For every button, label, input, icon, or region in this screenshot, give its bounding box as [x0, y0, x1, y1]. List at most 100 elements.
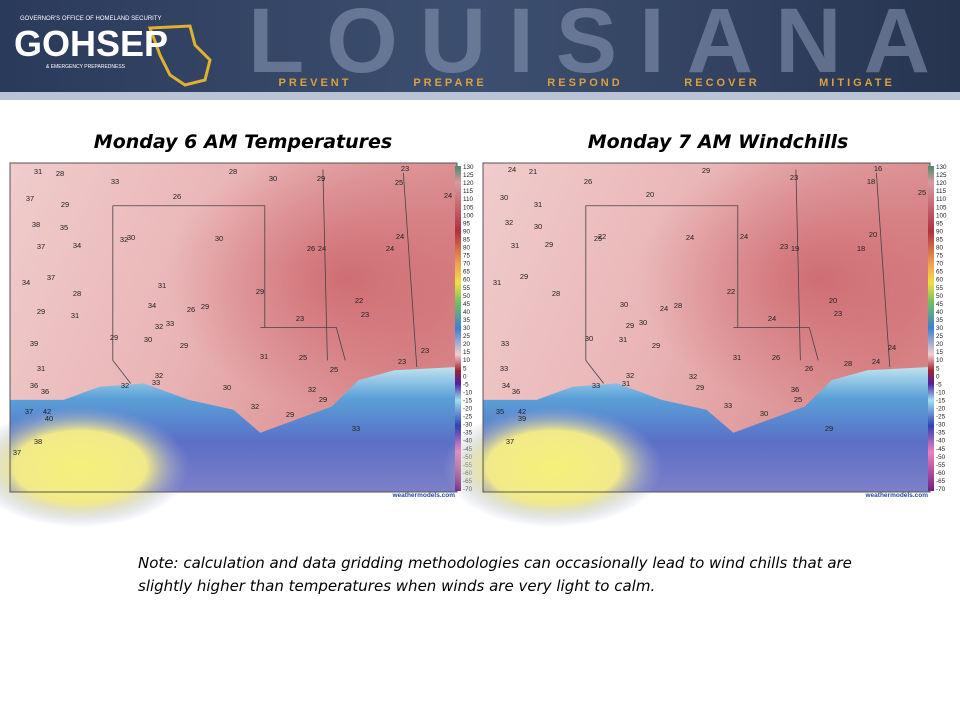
station-value: 34	[22, 278, 30, 287]
banner	[0, 0, 960, 92]
station-value: 23	[361, 310, 369, 319]
station-value: 29	[825, 424, 833, 433]
station-value: 21	[529, 167, 537, 176]
colorbar-label: 35	[936, 317, 944, 324]
station-value: 33	[111, 177, 119, 186]
station-value: 23	[780, 242, 788, 251]
colorbar-label: -60	[936, 470, 946, 477]
station-value: 30	[223, 383, 231, 392]
colorbar-label: 55	[936, 285, 944, 292]
station-value: 33	[501, 339, 509, 348]
motto: RECOVER	[684, 77, 759, 89]
colorbar-label: -5	[936, 381, 942, 388]
station-value: 28	[73, 289, 81, 298]
colorbar-label: 55	[463, 285, 471, 292]
state-border	[585, 169, 891, 384]
station-value: 31	[37, 364, 45, 373]
station-value: 35	[496, 407, 504, 416]
station-value: 29	[256, 287, 264, 296]
colorbar-label: 45	[463, 301, 471, 308]
station-value: 33	[724, 401, 732, 410]
colorbar-label: -5	[463, 381, 469, 388]
station-value: 32	[308, 385, 316, 394]
colorbar-label: 95	[936, 220, 944, 227]
colorbar-label: 40	[463, 309, 471, 316]
station-value: 33	[166, 319, 174, 328]
station-value: 30	[144, 335, 152, 344]
colorbar-label: -45	[936, 446, 946, 453]
colorbar-label: 110	[936, 196, 947, 203]
station-value: 24	[888, 343, 896, 352]
station-value: 37	[506, 437, 514, 446]
colorbar-label: 120	[463, 180, 474, 187]
colorbar-label: 40	[936, 309, 944, 316]
station-value: 32	[689, 372, 697, 381]
state-outline	[147, 24, 212, 87]
station-value: 32	[626, 371, 634, 380]
station-value: 29	[545, 240, 553, 249]
station-value: 28	[229, 167, 237, 176]
station-value: 31	[493, 278, 501, 287]
colorbar-label: 105	[463, 204, 474, 211]
colorbar-label: 100	[463, 212, 474, 219]
station-value: 24	[386, 244, 394, 253]
colorbar-label: 65	[936, 269, 944, 276]
station-value: 24	[768, 314, 776, 323]
state-border	[112, 169, 418, 384]
banner-strip	[0, 92, 960, 100]
station-value: 24	[396, 232, 404, 241]
station-value: 28	[552, 289, 560, 298]
station-value: 26	[187, 305, 195, 314]
station-value: 31	[619, 335, 627, 344]
panel-title: Monday 7 AM Windchills	[588, 131, 849, 153]
station-value: 29	[702, 166, 710, 175]
colorbar-label: 60	[936, 277, 944, 284]
station-value: 20	[646, 190, 654, 199]
station-value: 25	[330, 365, 338, 374]
logo: GOHSEP	[14, 23, 168, 64]
station-value: 36	[791, 385, 799, 394]
station-value: 23	[296, 314, 304, 323]
station-value: 31	[622, 379, 630, 388]
station-value: 31	[733, 353, 741, 362]
station-value: 35	[60, 223, 68, 232]
station-value: 30	[639, 318, 647, 327]
station-value: 32	[251, 402, 259, 411]
station-value: 40	[45, 414, 53, 423]
station-value: 33	[592, 381, 600, 390]
station-value: 37	[26, 194, 34, 203]
colorbar-label: 90	[463, 228, 471, 235]
station-value: 23	[421, 346, 429, 355]
station-value: 37	[47, 273, 55, 282]
colorbar-label: 50	[463, 293, 471, 300]
station-value: 32	[505, 218, 513, 227]
colorbar-label: -25	[463, 414, 473, 421]
station-value: 25	[918, 188, 926, 197]
colorbar-label: 0	[936, 373, 940, 380]
colorbar-label: -20	[936, 406, 946, 413]
station-value: 30	[585, 334, 593, 343]
colorbar-label: 120	[936, 180, 947, 187]
colorbar-label: 15	[463, 349, 471, 356]
station-value: 24	[872, 357, 880, 366]
station-value: 29	[61, 200, 69, 209]
station-value: 31	[260, 352, 268, 361]
station-value: 36	[30, 381, 38, 390]
station-value: 26	[173, 192, 181, 201]
station-value: 30	[500, 193, 508, 202]
station-value: 31	[511, 241, 519, 250]
colorbar-label: 110	[463, 196, 474, 203]
station-value: 29	[319, 395, 327, 404]
colorbar-label: -15	[936, 397, 946, 404]
colorbar-label: 105	[936, 204, 947, 211]
colorbar-label: 5	[463, 365, 467, 372]
station-value: 20	[869, 230, 877, 239]
colorbar-label: 115	[463, 188, 474, 195]
station-value: 28	[844, 359, 852, 368]
colorbar-label: -10	[936, 389, 946, 396]
station-value: 34	[73, 241, 81, 250]
colorbar-label: 5	[936, 365, 940, 372]
station-value: 37	[37, 242, 45, 251]
colorbar-label: 25	[463, 333, 471, 340]
